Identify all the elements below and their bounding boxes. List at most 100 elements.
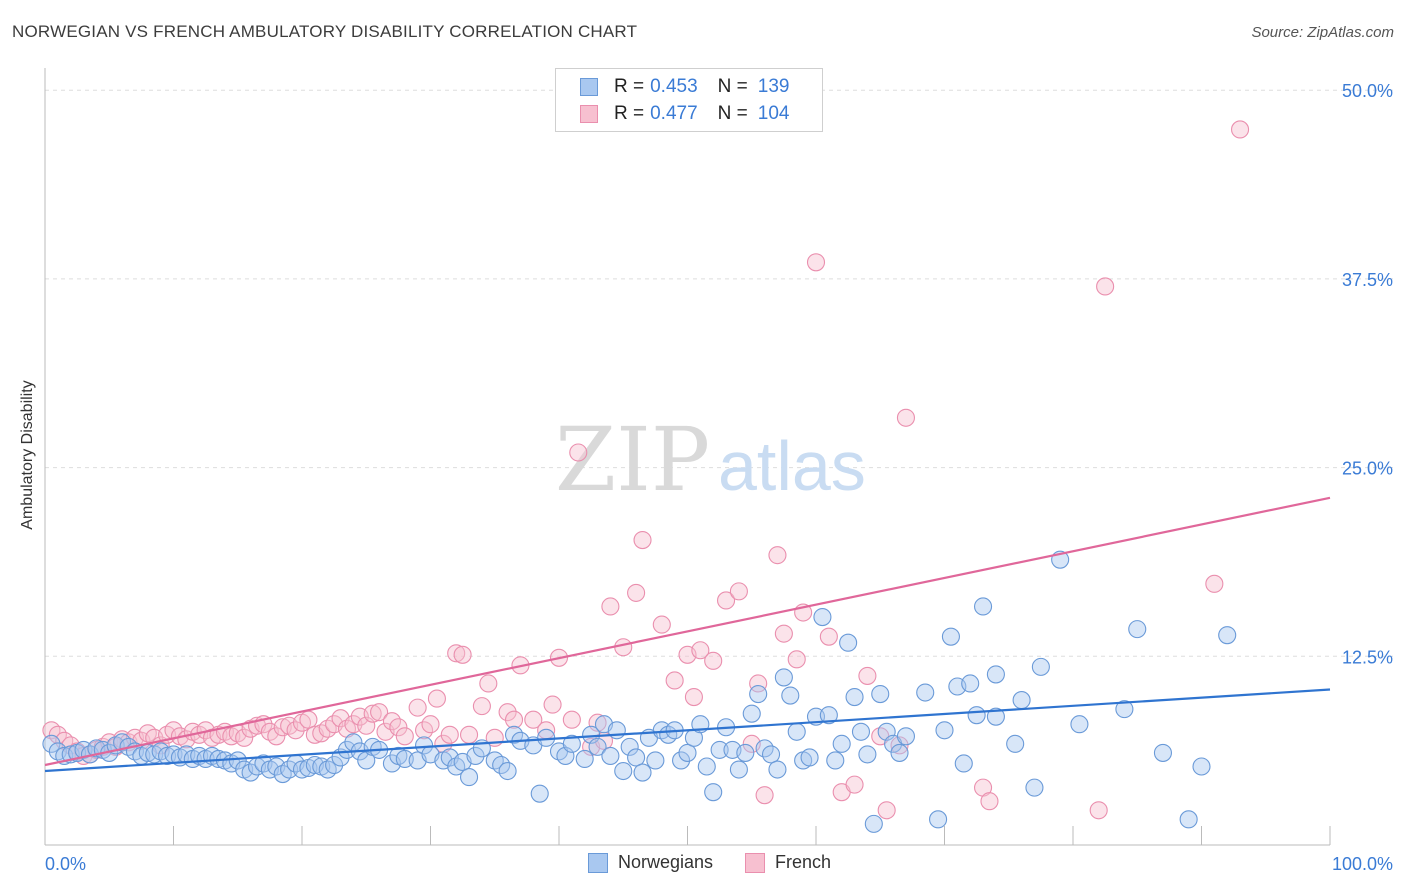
watermark-zip: ZIP — [555, 408, 710, 511]
norwegians-point — [986, 707, 1005, 726]
norwegians-point — [498, 761, 517, 781]
norwegians-trend-line — [44, 688, 1331, 773]
legend-row-norwegians: R = 0.453 N = 139 — [580, 75, 789, 99]
grid-lines — [45, 89, 1395, 657]
french-point — [633, 531, 652, 550]
french-point — [819, 627, 838, 646]
french-point — [806, 253, 826, 272]
norwegians-point — [826, 751, 845, 770]
french-point — [479, 674, 498, 693]
legend-item-french[interactable]: French — [745, 852, 831, 873]
french-point — [858, 666, 877, 685]
norwegians-point — [851, 722, 871, 741]
french-point — [652, 615, 671, 634]
y-tick-label: 12.5% — [1342, 647, 1393, 667]
norwegians-point — [749, 684, 768, 704]
french-r-label: R = — [614, 103, 645, 124]
french-points — [42, 120, 1250, 820]
norwegians-point — [813, 607, 832, 627]
axes — [44, 68, 1331, 846]
french-point — [267, 727, 286, 746]
norwegians-point — [896, 727, 916, 746]
norwegians-points — [42, 550, 1237, 833]
norwegians-point — [459, 768, 479, 787]
norwegians-point — [1012, 691, 1031, 710]
norwegians-point — [228, 751, 247, 770]
norwegians-point — [1128, 620, 1147, 639]
series-legend: Norwegians French — [588, 852, 863, 873]
french-swatch — [580, 105, 598, 123]
norwegians-point — [633, 763, 652, 782]
norwegians-point — [42, 734, 61, 753]
norwegians-r-value: 0.453 — [650, 76, 698, 97]
legend-row-french: R = 0.477 N = 104 — [580, 102, 789, 126]
y-tick-label: 25.0% — [1342, 459, 1393, 479]
norwegians-point — [973, 597, 993, 616]
norwegians-point — [839, 633, 858, 652]
norwegians-legend-label: Norwegians — [618, 852, 714, 872]
norwegians-point — [858, 745, 877, 764]
norwegians-point — [1115, 700, 1134, 719]
french-point — [627, 583, 646, 602]
norwegians-point — [1218, 626, 1237, 645]
norwegians-point — [761, 745, 781, 764]
french-point — [749, 674, 768, 693]
french-point — [562, 710, 581, 729]
norwegians-point — [697, 757, 716, 776]
norwegians-point — [710, 740, 729, 759]
norwegians-r-label: R = — [614, 76, 645, 97]
norwegians-n-label: N = — [717, 76, 748, 97]
french-point — [235, 728, 254, 747]
french-r-value: 0.477 — [650, 103, 698, 124]
norwegians-point — [1006, 734, 1025, 753]
norwegians-point — [614, 761, 633, 781]
norwegians-point — [736, 743, 755, 762]
french-point — [504, 710, 524, 729]
french-point — [447, 644, 466, 663]
norwegians-point — [941, 627, 960, 646]
french-point — [543, 695, 562, 714]
french-point — [877, 801, 896, 820]
stats-legend: R = 0.453 N = 139 R = 0.477 N = 104 — [555, 68, 823, 132]
norwegians-point — [916, 683, 935, 702]
source-label: Source: ZipAtlas.com — [1251, 24, 1394, 41]
french-point — [774, 624, 793, 643]
norwegians-point — [774, 668, 793, 687]
norwegians-point — [530, 784, 549, 803]
french-point — [524, 710, 543, 729]
norwegians-point — [646, 751, 665, 770]
norwegians-point — [575, 749, 594, 769]
french-point — [1205, 574, 1224, 593]
french-point — [665, 671, 684, 690]
french-point — [408, 698, 427, 717]
french-point — [363, 704, 382, 723]
legend-item-norwegians[interactable]: Norwegians — [588, 852, 713, 873]
norwegians-point — [672, 751, 691, 770]
norwegians-point — [781, 686, 800, 705]
norwegians-point — [935, 721, 954, 740]
french-point — [716, 591, 736, 610]
french-point — [980, 792, 999, 811]
x-tick-label-min: 0.0% — [45, 854, 86, 874]
french-point — [299, 710, 318, 729]
watermark: ZIP atlas — [555, 408, 866, 511]
norwegians-point — [819, 706, 838, 725]
norwegians-point — [729, 760, 748, 779]
norwegians-point — [787, 722, 806, 741]
french-point — [614, 638, 633, 657]
french-point — [896, 408, 916, 427]
norwegians-point — [601, 746, 620, 765]
norwegians-n-value: 139 — [757, 76, 790, 97]
french-point — [684, 688, 703, 707]
norwegians-point — [800, 748, 819, 767]
french-point — [704, 651, 723, 670]
x-tick-label-max: 100.0% — [1332, 854, 1393, 874]
norwegians-point — [832, 734, 851, 753]
norwegians-point — [1070, 715, 1089, 734]
french-point — [601, 597, 620, 616]
norwegians-point — [1153, 743, 1172, 762]
chart-title: NORWEGIAN VS FRENCH AMBULATORY DISABILIT… — [12, 22, 638, 41]
french-point — [389, 718, 408, 737]
norwegians-point — [961, 674, 980, 693]
